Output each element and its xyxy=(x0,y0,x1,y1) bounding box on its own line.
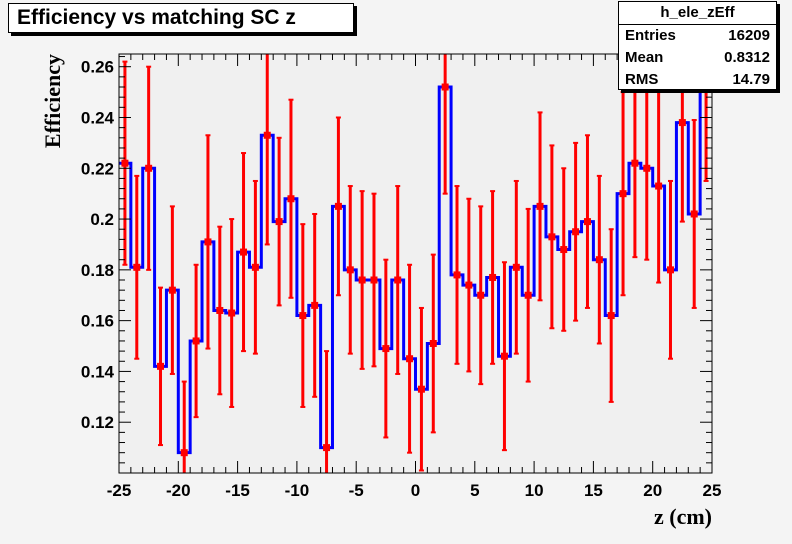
data-point-marker xyxy=(145,164,153,172)
y-tick-label: 0.14 xyxy=(81,362,115,381)
y-axis-title: Efficiency xyxy=(40,54,65,148)
data-point-marker xyxy=(358,276,366,284)
data-point-marker xyxy=(453,271,461,279)
data-point-marker xyxy=(631,159,639,167)
data-point-marker xyxy=(370,276,378,284)
data-point-marker xyxy=(228,309,236,317)
x-tick-label: 0 xyxy=(411,481,420,500)
data-point-marker xyxy=(666,266,674,274)
stats-mean-label: Mean xyxy=(625,49,664,66)
x-tick-label: -25 xyxy=(107,481,132,500)
data-point-marker xyxy=(512,263,520,271)
stats-mean-row: Mean 0.8312 xyxy=(625,47,770,69)
x-tick-label: 25 xyxy=(703,481,722,500)
y-tick-label: 0.22 xyxy=(81,159,114,178)
data-point-marker xyxy=(299,312,307,320)
data-point-marker xyxy=(323,444,331,452)
data-point-marker xyxy=(263,131,271,139)
title-box: Efficiency vs matching SC z xyxy=(8,3,354,33)
data-point-marker xyxy=(417,385,425,393)
data-point-marker xyxy=(655,182,663,190)
data-point-marker xyxy=(477,291,485,299)
data-point-marker xyxy=(489,273,497,281)
data-point-marker xyxy=(121,159,129,167)
data-point-marker xyxy=(240,248,248,256)
data-point-marker xyxy=(180,449,188,457)
data-point-marker xyxy=(311,301,319,309)
y-tick-label: 0.2 xyxy=(90,210,114,229)
data-point-marker xyxy=(572,228,580,236)
data-point-marker xyxy=(334,202,342,210)
x-axis-title: z (cm) xyxy=(654,504,712,529)
data-point-marker xyxy=(536,202,544,210)
stats-rms-label: RMS xyxy=(625,71,659,88)
data-point-marker xyxy=(583,218,591,226)
x-tick-label: -5 xyxy=(349,481,364,500)
stats-entries-row: Entries 16209 xyxy=(625,25,770,47)
data-point-marker xyxy=(251,263,259,271)
x-tick-label: 5 xyxy=(470,481,479,500)
y-tick-label: 0.24 xyxy=(81,108,115,127)
data-point-marker xyxy=(192,337,200,345)
data-point-marker xyxy=(548,233,556,241)
data-point-marker xyxy=(275,218,283,226)
y-tick-label: 0.16 xyxy=(81,312,114,331)
data-point-marker xyxy=(643,164,651,172)
data-point-marker xyxy=(607,312,615,320)
data-point-marker xyxy=(216,306,224,314)
x-tick-label: 20 xyxy=(643,481,662,500)
data-point-marker xyxy=(287,195,295,203)
data-point-marker xyxy=(168,286,176,294)
data-point-marker xyxy=(500,352,508,360)
stats-mean-value: 0.8312 xyxy=(724,49,770,66)
x-tick-label: 15 xyxy=(584,481,603,500)
data-point-marker xyxy=(133,263,141,271)
data-point-marker xyxy=(441,83,449,91)
data-point-marker xyxy=(560,246,568,254)
data-point-marker xyxy=(204,238,212,246)
data-point-marker xyxy=(465,281,473,289)
stats-box: h_ele_zEff Entries 16209 Mean 0.8312 RMS… xyxy=(618,1,777,90)
stats-rms-value: 14.79 xyxy=(732,71,770,88)
x-tick-label: -20 xyxy=(166,481,191,500)
stats-entries-value: 16209 xyxy=(728,27,770,44)
data-point-marker xyxy=(524,291,532,299)
data-point-marker xyxy=(382,345,390,353)
data-point-marker xyxy=(394,276,402,284)
x-tick-label: -15 xyxy=(225,481,250,500)
y-tick-label: 0.12 xyxy=(81,413,114,432)
data-point-marker xyxy=(595,256,603,264)
data-point-marker xyxy=(429,339,437,347)
plot-frame xyxy=(119,54,712,473)
x-tick-label: 10 xyxy=(525,481,544,500)
data-point-marker xyxy=(678,119,686,127)
y-tick-label: 0.18 xyxy=(81,261,114,280)
x-tick-label: -10 xyxy=(285,481,310,500)
stats-histogram-name: h_ele_zEff xyxy=(619,2,776,25)
data-point-marker xyxy=(690,210,698,218)
stats-rms-row: RMS 14.79 xyxy=(625,69,770,91)
data-point-marker xyxy=(157,362,165,370)
data-point-marker xyxy=(346,266,354,274)
chart-title: Efficiency vs matching SC z xyxy=(17,6,296,29)
y-tick-label: 0.26 xyxy=(81,58,114,77)
stats-entries-label: Entries xyxy=(625,27,676,44)
data-point-marker xyxy=(406,355,414,363)
data-point-marker xyxy=(619,190,627,198)
